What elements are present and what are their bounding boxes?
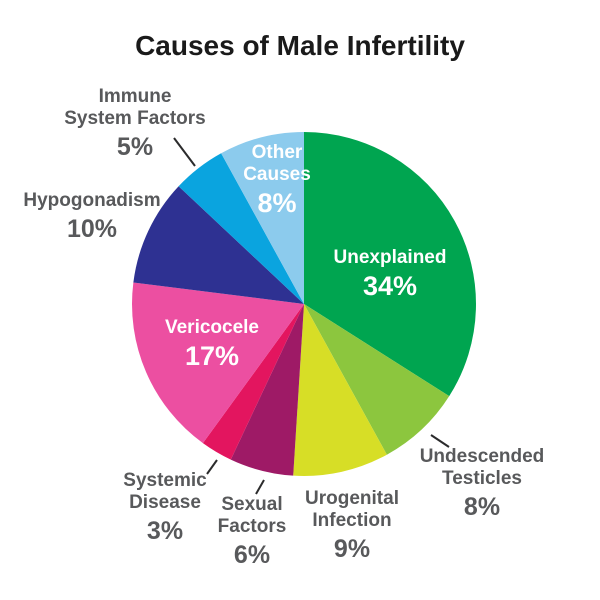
label-vericocele-text: Vericocele bbox=[164, 317, 260, 338]
label-unexplained-percent: 34% bbox=[362, 271, 418, 301]
leader-line bbox=[255, 479, 265, 495]
pie-slice-systemic-disease bbox=[202, 304, 304, 460]
label-unexplained-text: Unexplained bbox=[333, 247, 447, 268]
label-hypogonadism-percent: 10% bbox=[66, 215, 118, 243]
label-immune-system-factors-text: Immune System Factors bbox=[64, 86, 206, 129]
pie-slice-other-causes bbox=[221, 132, 304, 304]
label-other-causes-percent: 8% bbox=[257, 188, 297, 218]
pie-slice-sexual-factors bbox=[230, 304, 304, 476]
label-urogenital-infection-percent: 9% bbox=[333, 535, 371, 563]
label-undescended-testicles-text: Undescended Testicles bbox=[419, 446, 545, 489]
label-urogenital-infection-text: Urogenital Infection bbox=[305, 488, 399, 531]
pie-slice-unexplained bbox=[304, 132, 476, 397]
pie-slice-urogenital-infection bbox=[293, 304, 387, 476]
pie-slice-immune-system-factors bbox=[178, 153, 304, 304]
label-immune-system-factors-percent: 5% bbox=[116, 133, 154, 161]
chart-title: Causes of Male Infertility bbox=[135, 30, 465, 61]
leader-line bbox=[173, 137, 196, 167]
label-sexual-factors: Sexual Factors 6% bbox=[197, 494, 307, 569]
label-immune-system-factors: Immune System Factors 5% bbox=[40, 86, 230, 161]
label-undescended-testicles-percent: 8% bbox=[463, 493, 501, 521]
pie-slice-hypogonadism bbox=[133, 186, 304, 304]
label-systemic-disease-text: Systemic Disease bbox=[123, 470, 207, 513]
label-unexplained: Unexplained 34% bbox=[300, 247, 480, 301]
label-systemic-disease-percent: 3% bbox=[146, 517, 184, 545]
pie-slice-undescended-testicles bbox=[304, 304, 450, 455]
label-vericocele-percent: 17% bbox=[184, 341, 240, 371]
label-vericocele: Vericocele 17% bbox=[122, 317, 302, 371]
label-systemic-disease: Systemic Disease 3% bbox=[105, 470, 225, 545]
label-sexual-factors-percent: 6% bbox=[233, 541, 271, 569]
label-hypogonadism: Hypogonadism 10% bbox=[2, 190, 182, 243]
leader-line bbox=[206, 459, 218, 475]
label-hypogonadism-text: Hypogonadism bbox=[23, 190, 161, 211]
leader-line bbox=[430, 434, 450, 448]
label-sexual-factors-text: Sexual Factors bbox=[217, 494, 287, 537]
label-urogenital-infection: Urogenital Infection 9% bbox=[287, 488, 417, 563]
label-other-causes: Other Causes 8% bbox=[227, 142, 327, 218]
pie-slice-vericocele bbox=[132, 282, 304, 444]
label-undescended-testicles: Undescended Testicles 8% bbox=[397, 446, 567, 521]
label-other-causes-text: Other Causes bbox=[243, 142, 311, 185]
